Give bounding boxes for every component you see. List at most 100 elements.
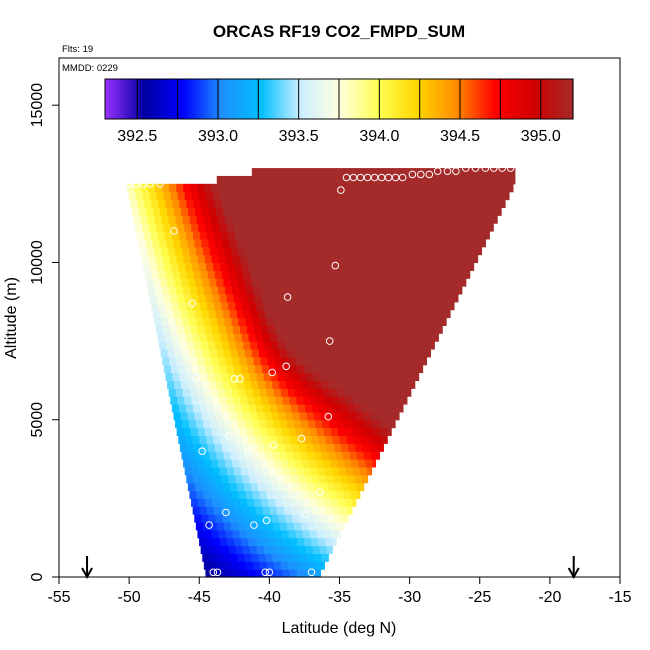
field-cell [277,404,285,413]
field-cell [450,223,459,232]
field-cell [343,490,352,499]
field-cell [211,183,219,193]
field-cell [373,223,382,232]
field-cell [383,270,391,279]
colorbar-segment [504,79,509,119]
field-cell [161,286,170,295]
field-cell [365,286,373,295]
field-cell [374,262,383,271]
field-cell [288,529,297,539]
field-cell [440,207,449,216]
field-cell [283,537,291,547]
colorbar-segment [139,79,144,119]
field-cell [246,183,254,193]
field-cell [171,404,180,413]
field-cell [427,246,436,256]
field-cell [383,238,392,248]
field-cell [404,238,413,248]
field-cell [263,301,271,311]
field-cell [471,223,480,232]
field-cell [309,427,318,437]
field-cell [225,459,233,468]
colorbar-segment [544,79,549,119]
field-cell [320,238,329,248]
field-cell [456,183,465,193]
field-cell [222,514,230,523]
field-cell [194,411,203,421]
field-cell [293,380,301,389]
field-cell [197,254,206,264]
field-cell [473,199,482,209]
field-cell [444,191,452,201]
field-cell [340,474,349,484]
field-cell [185,404,194,413]
field-cell [464,254,472,264]
field-cell [403,301,412,311]
field-cell [139,246,148,256]
colorbar-segment [173,79,178,119]
field-cell [231,561,240,570]
field-cell [157,231,166,240]
colorbar-segment [142,79,147,119]
field-cell [257,238,266,248]
field-cell [183,325,192,334]
field-cell [179,372,188,382]
field-cell [421,215,429,224]
colorbar-segment [532,79,537,119]
field-cell [387,396,396,405]
field-cell [312,301,320,311]
field-cell [371,168,379,177]
date-annotation: MMDD: 0229 [62,63,118,74]
field-cell [449,286,458,295]
field-cell [376,341,385,350]
field-cell [182,388,191,397]
field-cell [367,435,376,444]
field-cell [171,262,179,271]
observation-point [209,568,218,577]
field-cell [490,168,498,177]
field-cell [203,246,211,256]
field-cell [360,262,369,271]
field-cell [415,325,423,334]
field-cell [448,168,456,177]
field-cell [216,380,224,389]
field-cell [343,175,351,185]
field-cell [469,175,477,185]
field-cell [422,293,431,303]
field-cell [196,388,205,397]
field-cell [447,207,456,216]
field-cell [450,254,458,264]
colorbar-segment [195,79,200,119]
field-cell [384,309,392,319]
field-cell [346,191,354,201]
field-cell [162,356,170,366]
field-cell [372,286,380,295]
field-cell [258,207,266,216]
field-cell [359,427,367,437]
field-cell [211,286,219,295]
field-cell [190,427,199,437]
colorbar-segment [148,79,153,119]
colorbar-segment [279,79,284,119]
field-cell [272,175,281,185]
field-cell [276,537,284,547]
field-cell [275,293,284,303]
field-cell [251,553,259,562]
field-cell [368,199,377,209]
field-cell [247,293,256,303]
field-cell [358,459,366,468]
field-cell [362,341,371,350]
field-cell [175,215,184,224]
field-cell [188,207,196,216]
field-cell [200,301,208,311]
field-cell [344,427,353,437]
field-cell [206,333,215,342]
field-cell [272,207,280,216]
field-cell [225,183,233,193]
observation-point [224,431,233,440]
field-cell [190,183,198,193]
observation-point [262,516,271,525]
field-cell [227,435,235,444]
field-cell [334,443,342,452]
